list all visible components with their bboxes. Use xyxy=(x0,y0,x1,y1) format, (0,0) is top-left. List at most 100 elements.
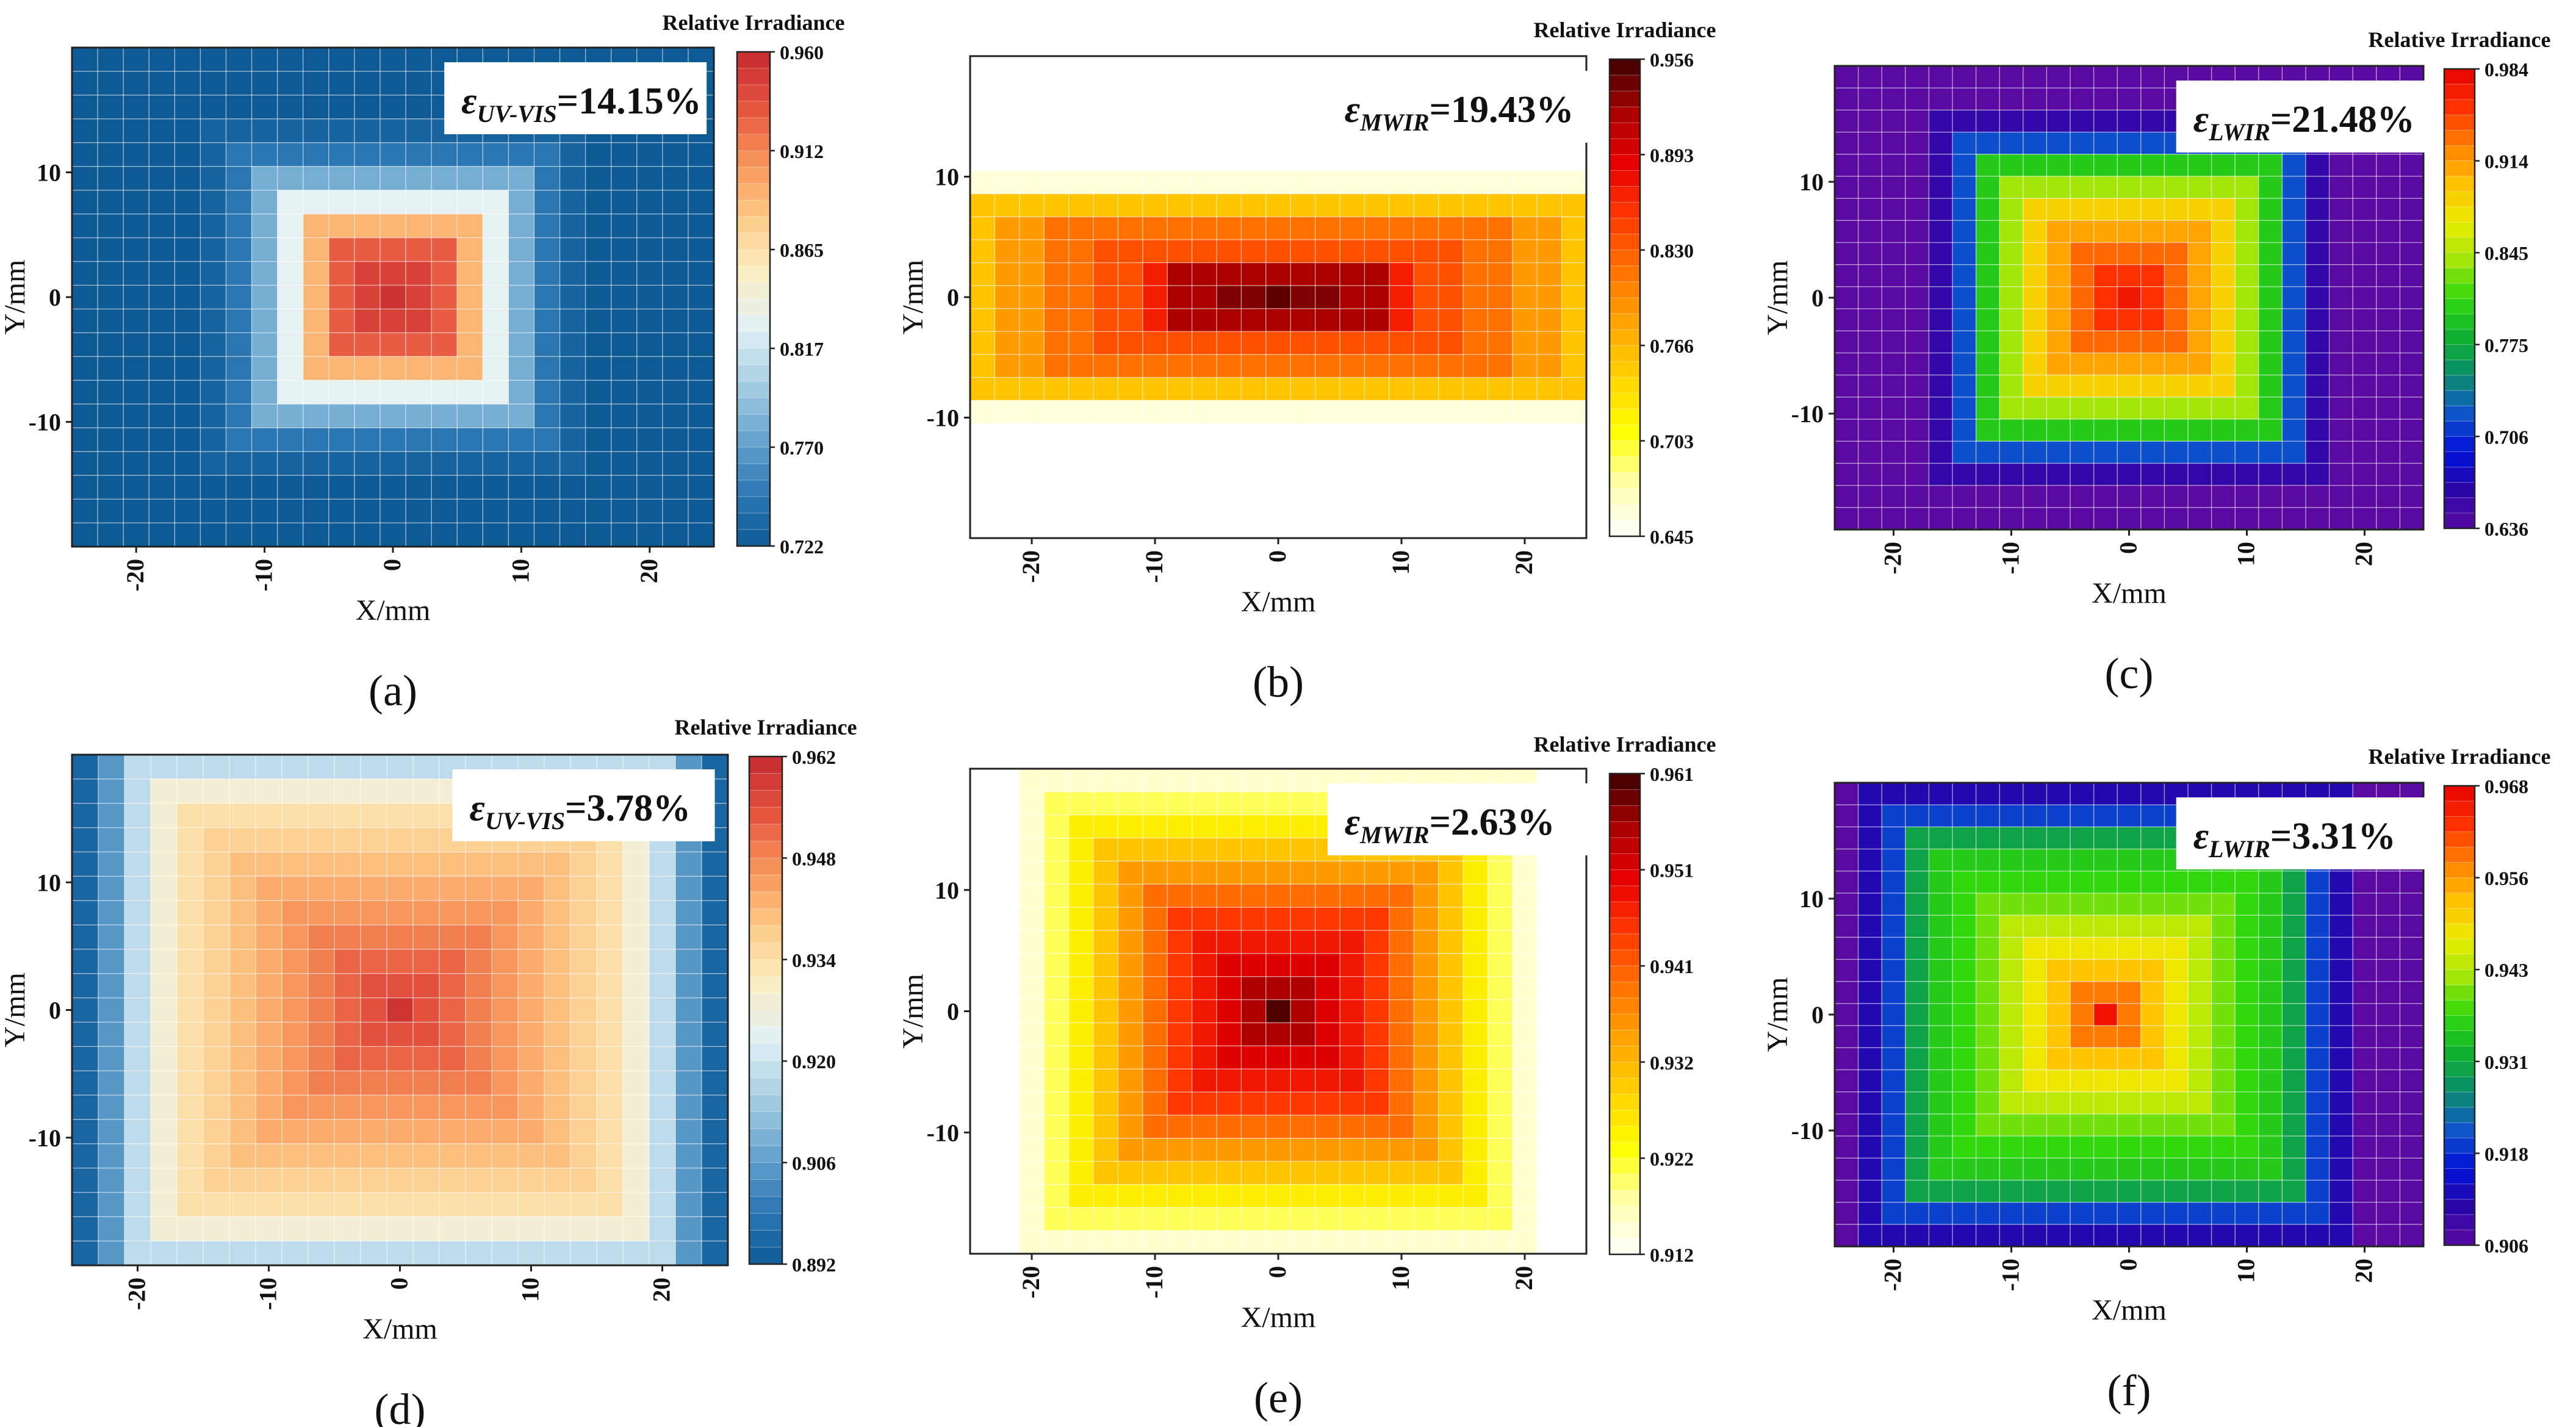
heatmap-cell xyxy=(1561,1068,1588,1093)
heatmap-cell xyxy=(148,95,176,120)
heatmap-cell xyxy=(1975,1003,2001,1027)
heatmap-cell xyxy=(2046,308,2071,332)
heatmap-cell xyxy=(2117,826,2142,850)
heatmap-cell xyxy=(491,1240,519,1267)
heatmap-cell xyxy=(1834,397,1859,420)
heatmap-cell xyxy=(380,71,407,96)
heatmap-cell xyxy=(1487,147,1514,172)
heatmap-cell xyxy=(1339,423,1365,447)
heatmap-cell xyxy=(2399,1224,2425,1248)
heatmap-cell xyxy=(2281,198,2307,221)
heatmap-cell xyxy=(2070,1025,2095,1049)
colorbar-segment xyxy=(1609,949,1641,967)
heatmap-cell xyxy=(1512,400,1538,425)
heatmap-cell xyxy=(1019,262,1045,287)
heatmap-cell xyxy=(1834,1179,1859,1203)
heatmap-cell xyxy=(1068,768,1095,793)
heatmap-cell xyxy=(994,791,1021,816)
heatmap-cell xyxy=(251,427,278,453)
heatmap-cell xyxy=(1905,352,1930,376)
heatmap-cell xyxy=(98,1240,126,1267)
heatmap-cell xyxy=(1068,1184,1095,1209)
heatmap-cell xyxy=(386,827,414,853)
heatmap-cell xyxy=(1240,400,1267,425)
epsilon-subscript: UV-VIS xyxy=(477,100,557,128)
heatmap-cell xyxy=(517,1167,545,1193)
heatmap-cell xyxy=(994,1207,1021,1232)
heatmap-cell xyxy=(1216,883,1242,908)
heatmap-cell xyxy=(2234,330,2260,354)
heatmap-cell xyxy=(1881,1047,1907,1071)
heatmap-cell xyxy=(2117,1069,2142,1093)
heatmap-cell xyxy=(1265,930,1292,955)
heatmap-cell xyxy=(1093,1138,1119,1162)
colorbar-segment xyxy=(1609,345,1641,362)
heatmap-cell xyxy=(2117,1091,2142,1115)
heatmap-cell xyxy=(123,213,150,239)
heatmap-cell xyxy=(1364,193,1391,218)
heatmap-cell xyxy=(2117,871,2142,894)
heatmap-cell xyxy=(328,522,356,548)
heatmap-cell xyxy=(491,875,519,902)
heatmap-cell xyxy=(559,213,586,239)
epsilon-value: =2.63% xyxy=(1430,802,1555,843)
heatmap-cell xyxy=(1240,1138,1267,1162)
heatmap-cell xyxy=(1339,883,1365,908)
heatmap-cell xyxy=(405,475,433,500)
heatmap-cell xyxy=(2117,1224,2142,1248)
heatmap-cell xyxy=(1512,262,1538,287)
heatmap-cell xyxy=(1952,1113,1977,1137)
heatmap-cell xyxy=(412,1070,441,1096)
heatmap-cell xyxy=(2305,1113,2330,1137)
heatmap-cell xyxy=(2093,154,2118,178)
heatmap-cell xyxy=(2305,440,2330,464)
heatmap-cell xyxy=(622,1167,650,1193)
heatmap-cell xyxy=(544,1119,572,1145)
epsilon-value: =3.78% xyxy=(565,788,691,829)
heatmap-cell xyxy=(203,900,231,926)
heatmap-cell xyxy=(123,118,150,144)
heatmap-cell xyxy=(2281,1047,2307,1071)
heatmap-cell xyxy=(98,1070,126,1096)
heatmap-cell xyxy=(405,284,433,310)
heatmap-cell xyxy=(2070,440,2095,464)
heatmap-cell xyxy=(2187,1157,2212,1181)
heatmap-cell xyxy=(701,949,729,975)
epsilon-subscript: MWIR xyxy=(1359,109,1429,136)
heatmap-cell xyxy=(1975,981,2001,1005)
heatmap-cell xyxy=(2258,1135,2283,1159)
heatmap-cell xyxy=(71,949,99,975)
heatmap-cell xyxy=(255,924,283,951)
heatmap-cell xyxy=(1857,871,1883,894)
heatmap-cell xyxy=(1834,507,1859,531)
heatmap-cell xyxy=(482,403,509,429)
heatmap-cell xyxy=(1167,860,1193,885)
heatmap-cell xyxy=(200,498,227,524)
heatmap-cell xyxy=(2023,462,2048,486)
heatmap-cell xyxy=(71,451,99,476)
heatmap-cell xyxy=(174,356,201,381)
heatmap-cell xyxy=(1462,1138,1489,1162)
heatmap-cell xyxy=(1117,423,1144,447)
heatmap-cell xyxy=(1857,782,1883,806)
heatmap-cell xyxy=(2046,782,2071,806)
heatmap-cell xyxy=(1536,999,1563,1024)
heatmap-cell xyxy=(2328,958,2354,983)
heatmap-cell xyxy=(308,1240,336,1267)
heatmap-cell xyxy=(508,166,535,192)
heatmap-cell xyxy=(2023,308,2048,332)
heatmap-cell xyxy=(675,900,703,926)
heatmap-cell xyxy=(994,216,1021,241)
heatmap-cell xyxy=(1413,147,1439,172)
heatmap-cell xyxy=(71,190,99,215)
heatmap-cell xyxy=(1462,976,1489,1001)
heatmap-cell xyxy=(255,949,283,975)
heatmap-cell xyxy=(1536,423,1563,447)
heatmap-cell xyxy=(2093,242,2118,266)
colorbar-segment xyxy=(1609,218,1641,235)
heatmap-cell xyxy=(1487,469,1514,494)
heatmap-cell xyxy=(533,379,561,405)
heatmap-cell xyxy=(1905,1224,1930,1248)
colorbar-segment xyxy=(736,216,771,234)
heatmap-cell xyxy=(2070,826,2095,850)
